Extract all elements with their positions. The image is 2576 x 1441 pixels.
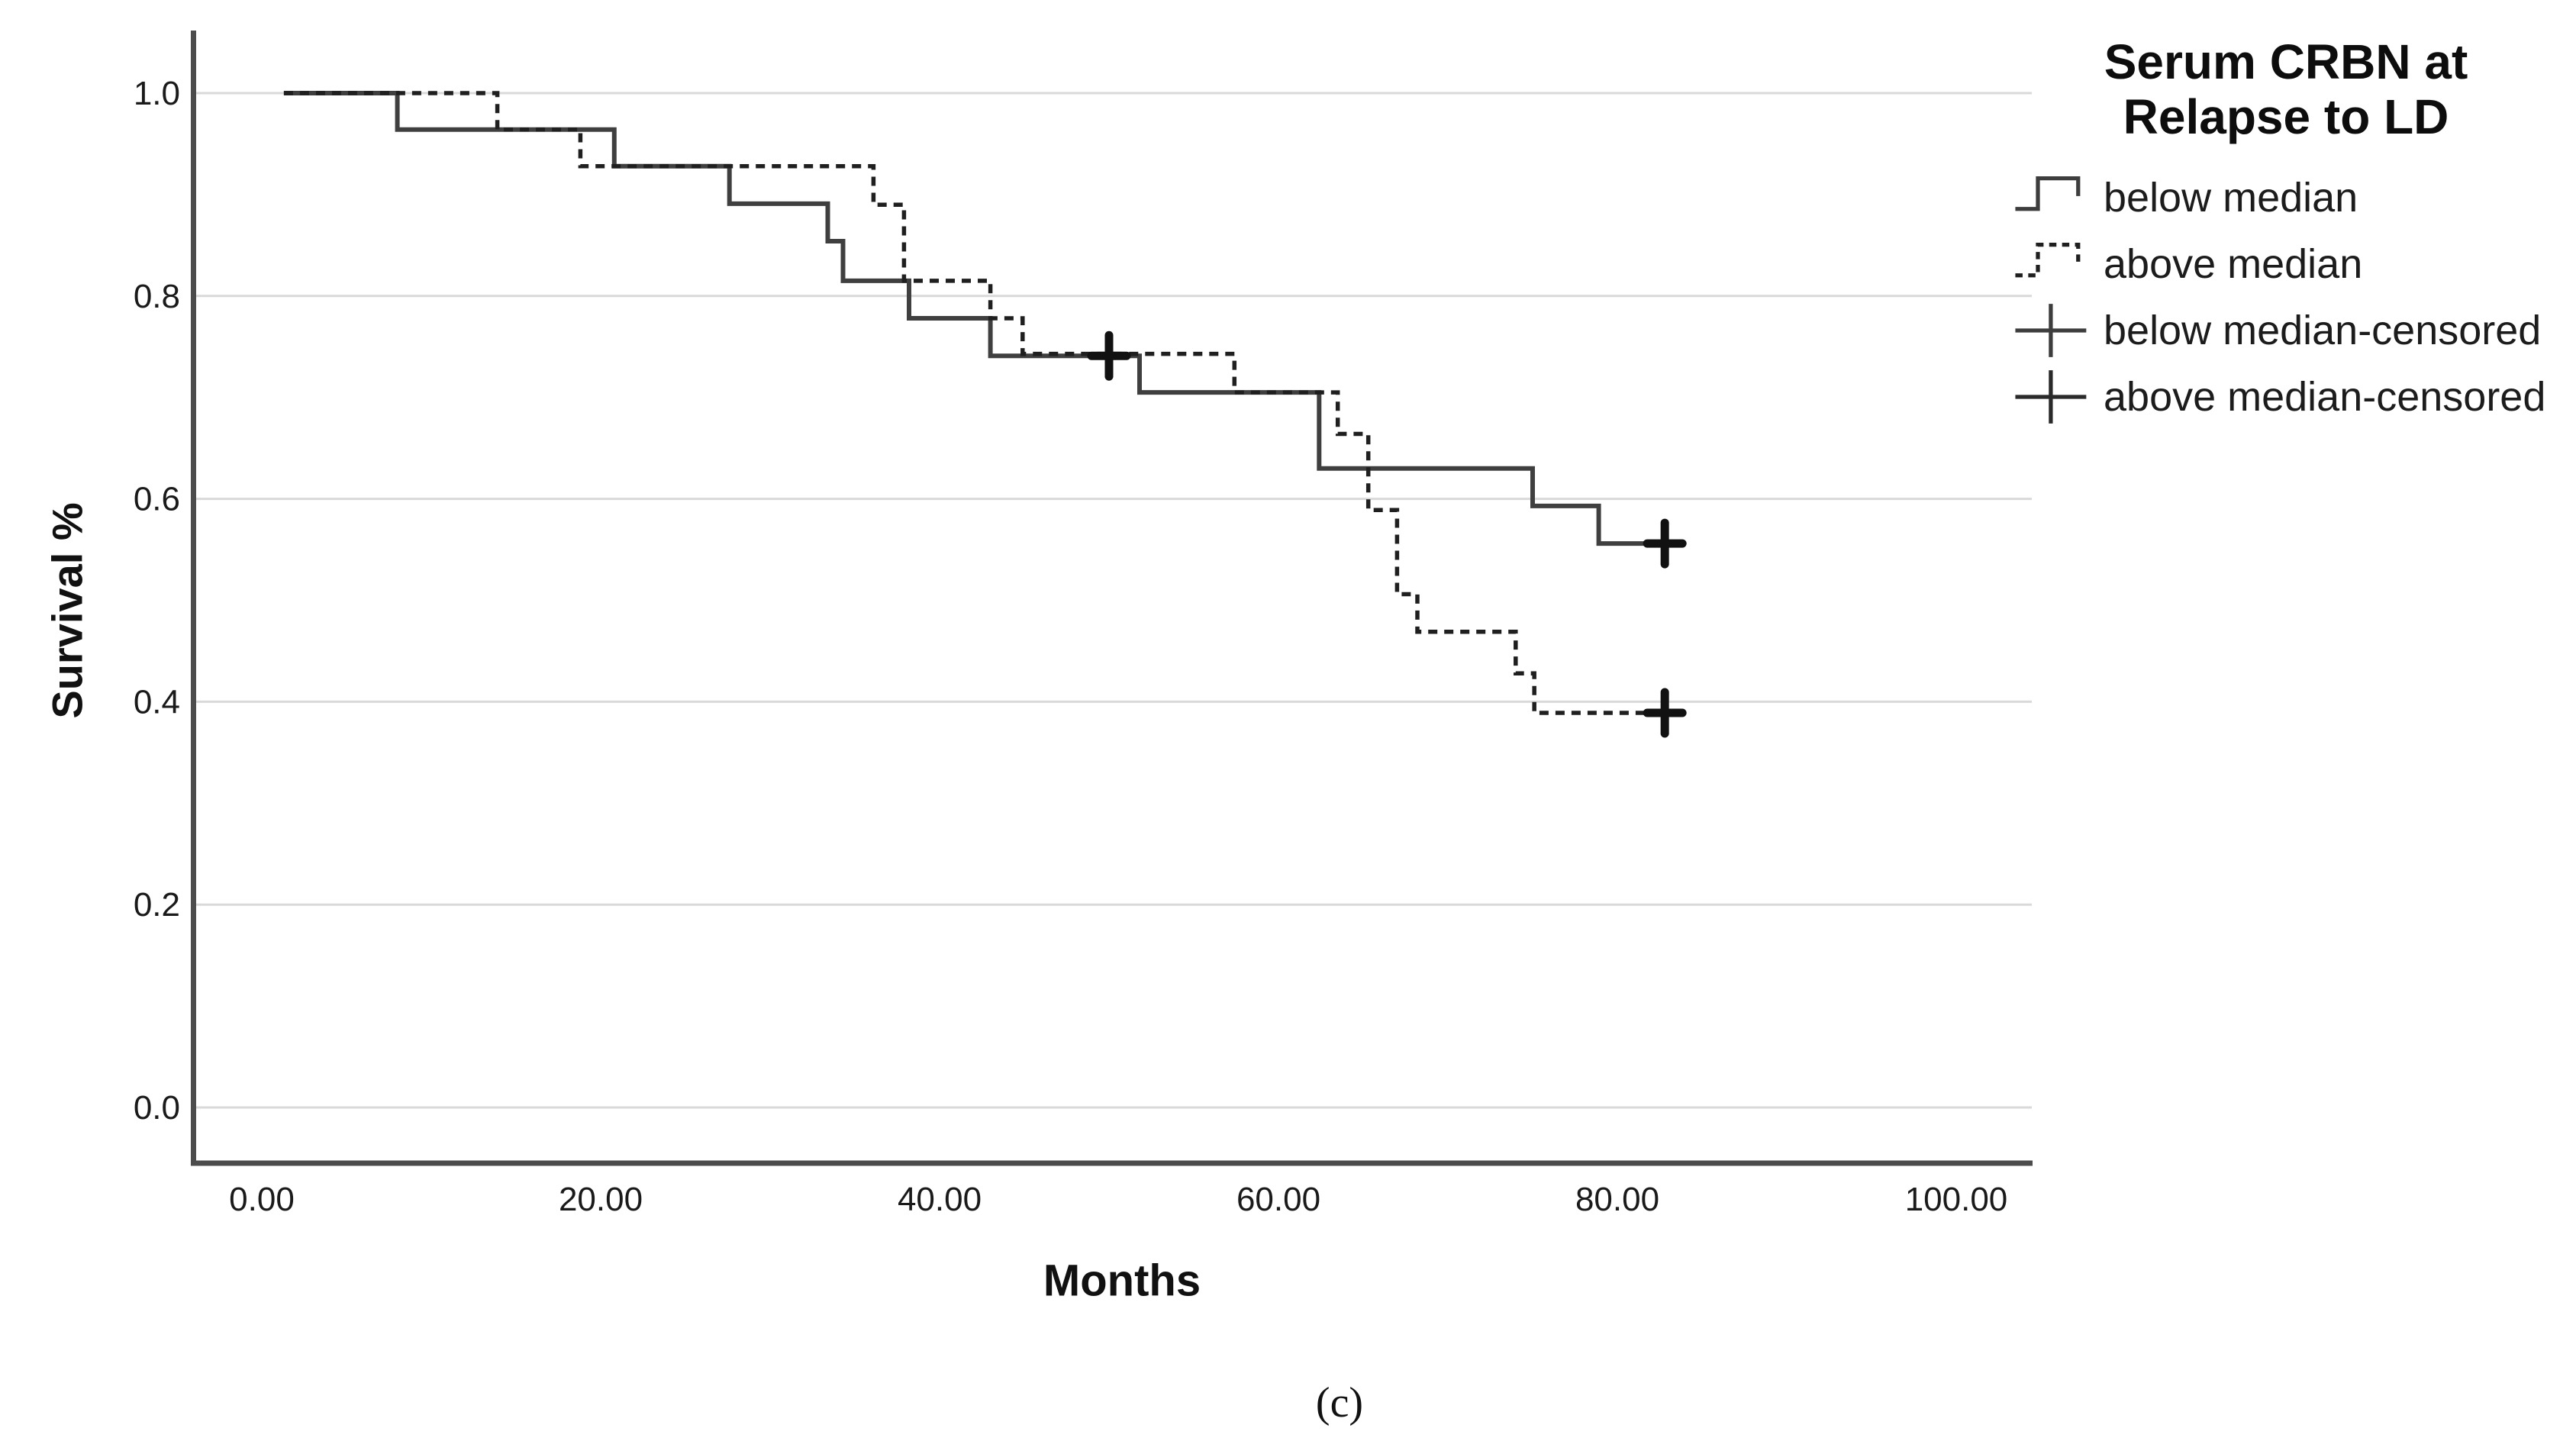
y-tick-label: 0.0	[134, 1089, 180, 1127]
legend-item-label: above median	[2104, 240, 2363, 287]
legend-item-below-median-censored: below median-censored	[2007, 297, 2565, 363]
y-tick-label: 0.4	[134, 683, 180, 720]
y-tick-label: 0.8	[134, 278, 180, 315]
dashed-step-line-icon	[2015, 242, 2081, 278]
legend-items: below median above median below median-c…	[2007, 164, 2565, 430]
x-tick-label: 60.00	[1236, 1181, 1320, 1218]
y-tick-label: 0.2	[134, 886, 180, 924]
legend-title-line2: Relapse to LD	[2123, 89, 2449, 144]
legend-item-label: below median-censored	[2104, 307, 2542, 353]
censored-plus-line-icon	[2015, 370, 2087, 424]
y-tick-label: 1.0	[134, 75, 180, 112]
above-median-curve	[283, 91, 1682, 715]
legend-item-below-median: below median	[2007, 164, 2565, 230]
figure-caption: (c)	[1315, 1379, 1364, 1426]
legend-item-above-median: above median	[2007, 230, 2565, 297]
x-tick-label: 80.00	[1575, 1181, 1659, 1218]
y-tick-label: 0.6	[134, 481, 180, 518]
x-tick-label: 20.00	[559, 1181, 643, 1218]
legend-item-above-median-censored: above median-censored	[2007, 363, 2565, 430]
x-tick-label: 100.00	[1905, 1181, 2008, 1218]
x-tick-label: 0.00	[229, 1181, 295, 1218]
legend-title: Serum CRBN at Relapse to LD	[2007, 34, 2565, 144]
x-axis-title: Months	[1043, 1256, 1201, 1306]
legend: Serum CRBN at Relapse to LD below median…	[2007, 34, 2565, 430]
legend-item-label: below median	[2104, 174, 2358, 221]
solid-step-line-icon	[2015, 176, 2081, 211]
censored-plus-line-icon	[2015, 304, 2087, 357]
legend-item-label: above median-censored	[2104, 373, 2546, 420]
y-axis-title: Survival %	[43, 502, 92, 719]
below-median-curve	[283, 91, 1682, 546]
x-tick-label: 40.00	[898, 1181, 982, 1218]
legend-title-line1: Serum CRBN at	[2104, 34, 2468, 89]
